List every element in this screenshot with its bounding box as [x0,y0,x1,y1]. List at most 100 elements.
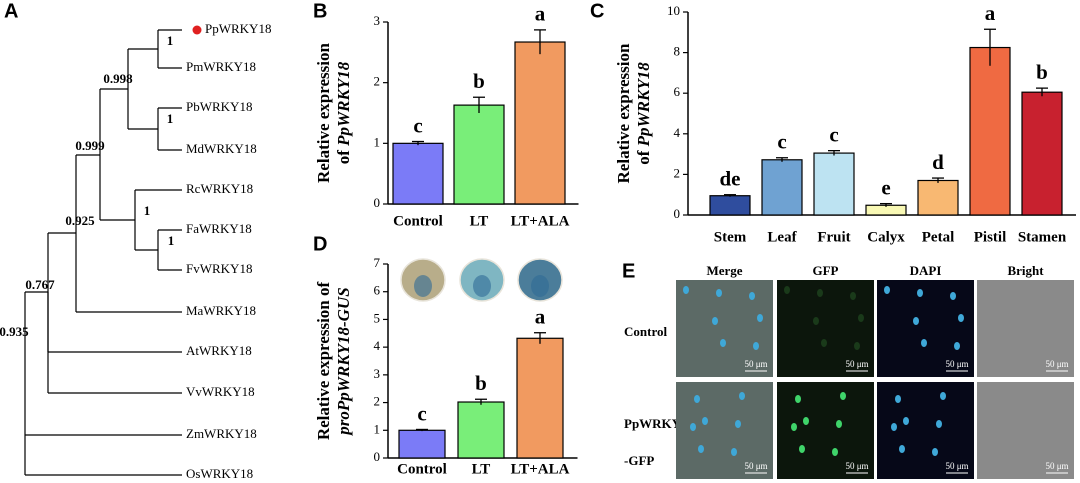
micrograph [676,280,773,377]
bar [969,46,1011,216]
column-header: Bright [1007,263,1044,278]
bar [516,337,564,459]
nucleus [712,317,718,325]
nucleus [702,417,708,425]
gus-stain [531,275,549,297]
support-value: 1 [167,111,174,126]
y-axis-title-line: of PpWRKY18 [334,61,353,164]
y-tick-label: 0 [674,206,681,221]
bar [709,195,751,216]
y-axis-title: Relative expression ofproPpWRKY18-GUS [314,282,353,441]
significance-letter: b [1036,60,1048,84]
x-tick-label: Control [397,461,447,477]
support-value: 0.925 [65,213,95,228]
bar [761,159,803,216]
bar [813,152,855,216]
y-tick-label: 3 [374,13,381,28]
y-axis-title: Relative expressionof PpWRKY18 [614,43,653,183]
nucleus [784,286,790,294]
nucleus [757,314,763,322]
y-tick-label: 3 [374,366,381,381]
y-tick-label: 0 [374,449,381,464]
x-tick-label: LT [472,461,491,477]
nucleus [891,423,897,431]
nucleus [954,342,960,350]
nucleus [739,392,745,400]
nucleus [694,395,700,403]
significance-letter: c [829,122,838,146]
x-tick-label: Control [393,213,443,229]
y-axis-title-line: Relative expression [614,43,633,183]
significance-letter: a [535,305,546,329]
nucleus [698,445,704,453]
y-tick-label: 2 [374,394,381,409]
panel-label: B [313,0,327,22]
micrograph [877,280,974,377]
bar [453,104,505,205]
nucleus [850,292,856,300]
nucleus [690,423,696,431]
leaf-label: PmWRKY18 [186,59,256,74]
nucleus [958,314,964,322]
bar [392,142,444,205]
support-value: 1 [168,233,175,248]
leaf-label: PpWRKY18 [205,21,271,36]
panel-label: C [590,0,604,22]
nucleus [950,292,956,300]
leaf-label: VvWRKY18 [186,384,255,399]
leaf-label: ZmWRKY18 [186,426,257,441]
significance-letter: a [985,1,996,25]
micrograph [977,382,1074,479]
nucleus [884,286,890,294]
y-axis-title: Relative expressionof PpWRKY18 [314,42,353,182]
significance-letter: b [475,371,487,395]
nucleus [940,392,946,400]
nucleus [716,289,722,297]
bar [457,401,505,459]
y-axis-title-line: Relative expression [314,42,333,182]
x-tick-label: Fruit [817,229,850,245]
gus-stain [473,275,491,297]
scale-bar-label: 50 μm [1045,359,1068,369]
bar [514,41,566,205]
scale-bar-label: 50 μm [945,461,968,471]
y-axis-title-gene: proPpWRKY18-GUS [334,287,353,436]
significance-letter: a [535,2,546,26]
highlight-dot [192,25,202,35]
nucleus [731,448,737,456]
y-tick-label: 7 [374,255,381,270]
nucleus [932,448,938,456]
y-tick-label: 2 [674,165,681,180]
nucleus [749,292,755,300]
nucleus [803,417,809,425]
y-tick-label: 10 [667,3,680,18]
scale-bar-label: 50 μm [744,359,767,369]
y-tick-label: 6 [674,84,681,99]
nucleus [821,339,827,347]
x-tick-label: Calyx [867,229,905,245]
bar [917,179,959,216]
significance-letter: e [881,175,890,199]
leaf-label: OsWRKY18 [186,466,253,481]
nucleus [832,448,838,456]
nucleus [791,423,797,431]
nucleus [854,342,860,350]
y-axis-title-line: proPpWRKY18-GUS [334,287,353,436]
y-axis-title-part: of [634,146,653,164]
support-value: 0.935 [0,324,29,339]
phylogenetic-tree [24,25,202,476]
nucleus [921,339,927,347]
y-tick-label: 1 [374,134,381,149]
leaf-label: PbWRKY18 [186,99,252,114]
nucleus [917,289,923,297]
x-tick-label: Stamen [1018,229,1067,245]
x-tick-label: LT [470,213,489,229]
nucleus [936,420,942,428]
column-header: GFP [813,263,839,278]
y-axis-title-gene: PpWRKY18 [334,61,353,147]
nucleus [836,420,842,428]
gus-stain [414,275,432,297]
nucleus [683,286,689,294]
panel-label: D [313,233,327,255]
support-value: 0.999 [75,138,105,153]
